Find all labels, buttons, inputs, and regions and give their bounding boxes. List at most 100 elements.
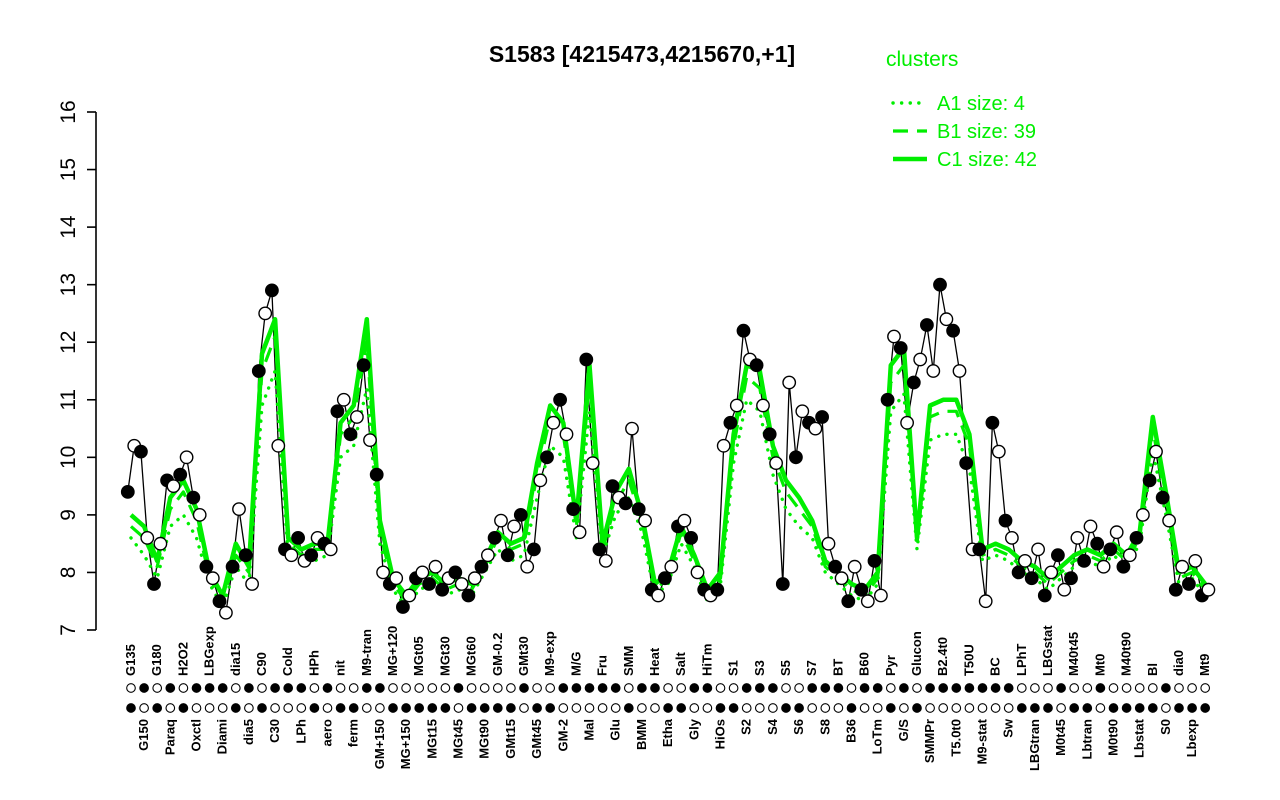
data-point-filled [1037, 588, 1052, 603]
data-point-filled [1077, 554, 1092, 568]
y-axis-tick-label: 15 [57, 158, 80, 181]
data-point-open [821, 536, 836, 551]
data-point-filled [605, 479, 620, 493]
tick-glyph-row2 [833, 703, 844, 713]
tick-glyph-row2 [1082, 703, 1093, 713]
data-point-open [1188, 554, 1203, 568]
x-axis-label: Mal [582, 719, 597, 741]
x-axis-label: S8 [817, 719, 832, 735]
data-point-open [1162, 513, 1177, 528]
x-axis-label: Oxctl [189, 719, 204, 752]
tick-glyph-row2 [741, 703, 752, 713]
x-axis-label: SMMPr [922, 719, 937, 763]
tick-glyph-row1 [938, 683, 949, 693]
x-axis-label: T5.0t0 [948, 719, 963, 757]
data-point-open [1136, 508, 1150, 522]
data-point-filled [1155, 490, 1170, 505]
data-point-open [258, 306, 273, 321]
x-axis-label: S7 [804, 660, 819, 676]
tick-glyph-row2 [807, 703, 818, 713]
data-point-filled [1024, 571, 1039, 586]
tick-glyph-row2 [479, 703, 490, 713]
tick-glyph-row2 [1003, 703, 1014, 713]
tick-glyph-row2 [165, 703, 176, 713]
data-point-open [808, 421, 823, 436]
tick-glyph-row2 [492, 703, 503, 713]
tick-glyph-row2 [925, 703, 935, 713]
tick-glyph-row2 [977, 703, 988, 713]
data-point-open [782, 375, 797, 390]
tick-glyph-row1 [689, 683, 700, 693]
data-point-open [192, 508, 207, 522]
tick-glyph-row1 [335, 683, 346, 693]
tick-glyph-row1 [1174, 683, 1184, 693]
tick-glyph-row2 [846, 703, 857, 713]
data-point-filled [225, 559, 240, 574]
data-point-filled [880, 392, 895, 407]
data-point-open [323, 542, 338, 557]
tick-glyph-row1 [244, 683, 254, 693]
x-axis-label: S0 [1158, 719, 1173, 735]
tick-glyph-row2 [296, 703, 307, 713]
data-point-filled [723, 415, 738, 430]
data-point-open [376, 565, 390, 580]
data-point-filled [946, 323, 960, 338]
data-point-filled [356, 358, 371, 373]
data-point-filled [775, 577, 790, 591]
tick-glyph-row2 [178, 703, 189, 713]
x-axis-label: MGt15 [424, 719, 439, 759]
x-axis-label: S1 [726, 660, 741, 676]
tick-glyph-row2 [348, 703, 359, 713]
tick-glyph-row1 [951, 683, 962, 693]
x-axis-label: dia15 [228, 643, 243, 676]
data-point-filled [789, 450, 803, 465]
data-point-open [572, 525, 587, 540]
data-point-open [651, 588, 666, 603]
data-point-filled [985, 415, 1000, 430]
data-point-filled [893, 341, 908, 355]
data-points [120, 277, 1216, 620]
tick-glyph-row2 [1030, 703, 1040, 713]
data-point-open [847, 559, 862, 574]
tick-glyph-row1 [1082, 683, 1093, 693]
y-axis-tick-label: 14 [57, 215, 80, 239]
x-axis-label: MGt30 [437, 636, 452, 676]
data-point-filled [186, 490, 201, 505]
y-axis: 7 8 9 10 11 12 13 14 15 16 [57, 100, 97, 636]
tick-glyph-row1 [715, 683, 726, 693]
x-axis-label: Pyr [883, 655, 898, 676]
tick-glyph-row1 [872, 683, 883, 693]
x-axis-label: Glucon [909, 631, 924, 676]
tick-glyph-row2 [623, 703, 634, 713]
tick-glyph-row1 [1003, 683, 1014, 693]
tick-glyph-row1 [152, 683, 163, 693]
tick-glyph-row1 [1095, 683, 1106, 693]
data-point-open [900, 415, 914, 430]
data-point-filled [147, 577, 161, 591]
data-point-open [1201, 582, 1216, 597]
data-point-filled [1168, 582, 1183, 597]
tick-glyph-row1 [925, 683, 935, 693]
x-axis-label: BMM [634, 719, 649, 750]
y-axis-tick-label: 12 [57, 331, 80, 354]
data-point-filled [1129, 531, 1144, 545]
x-axis-label: dia0 [1171, 650, 1186, 676]
x-axis-label: Paraq [162, 719, 177, 755]
tick-glyph-row1 [1121, 683, 1132, 693]
tick-glyph-row2 [1095, 703, 1106, 713]
data-point-filled [828, 559, 843, 574]
data-point-filled [1142, 473, 1157, 488]
x-axis-label: dia5 [241, 719, 256, 745]
tick-glyph-row1 [1030, 683, 1040, 693]
tick-glyph-row2 [1121, 703, 1132, 713]
data-point-open [887, 329, 901, 344]
tick-glyph-row2 [859, 703, 870, 713]
tick-glyph-row1 [754, 683, 765, 693]
tick-glyph-row1 [139, 683, 149, 693]
tick-glyph-row2 [912, 703, 922, 713]
tick-glyph-row1 [492, 683, 503, 693]
tick-glyph-row1 [1056, 683, 1066, 693]
x-axis-label: B2.4t0 [935, 637, 950, 676]
data-point-filled [1064, 571, 1078, 586]
data-point-open [795, 404, 810, 419]
